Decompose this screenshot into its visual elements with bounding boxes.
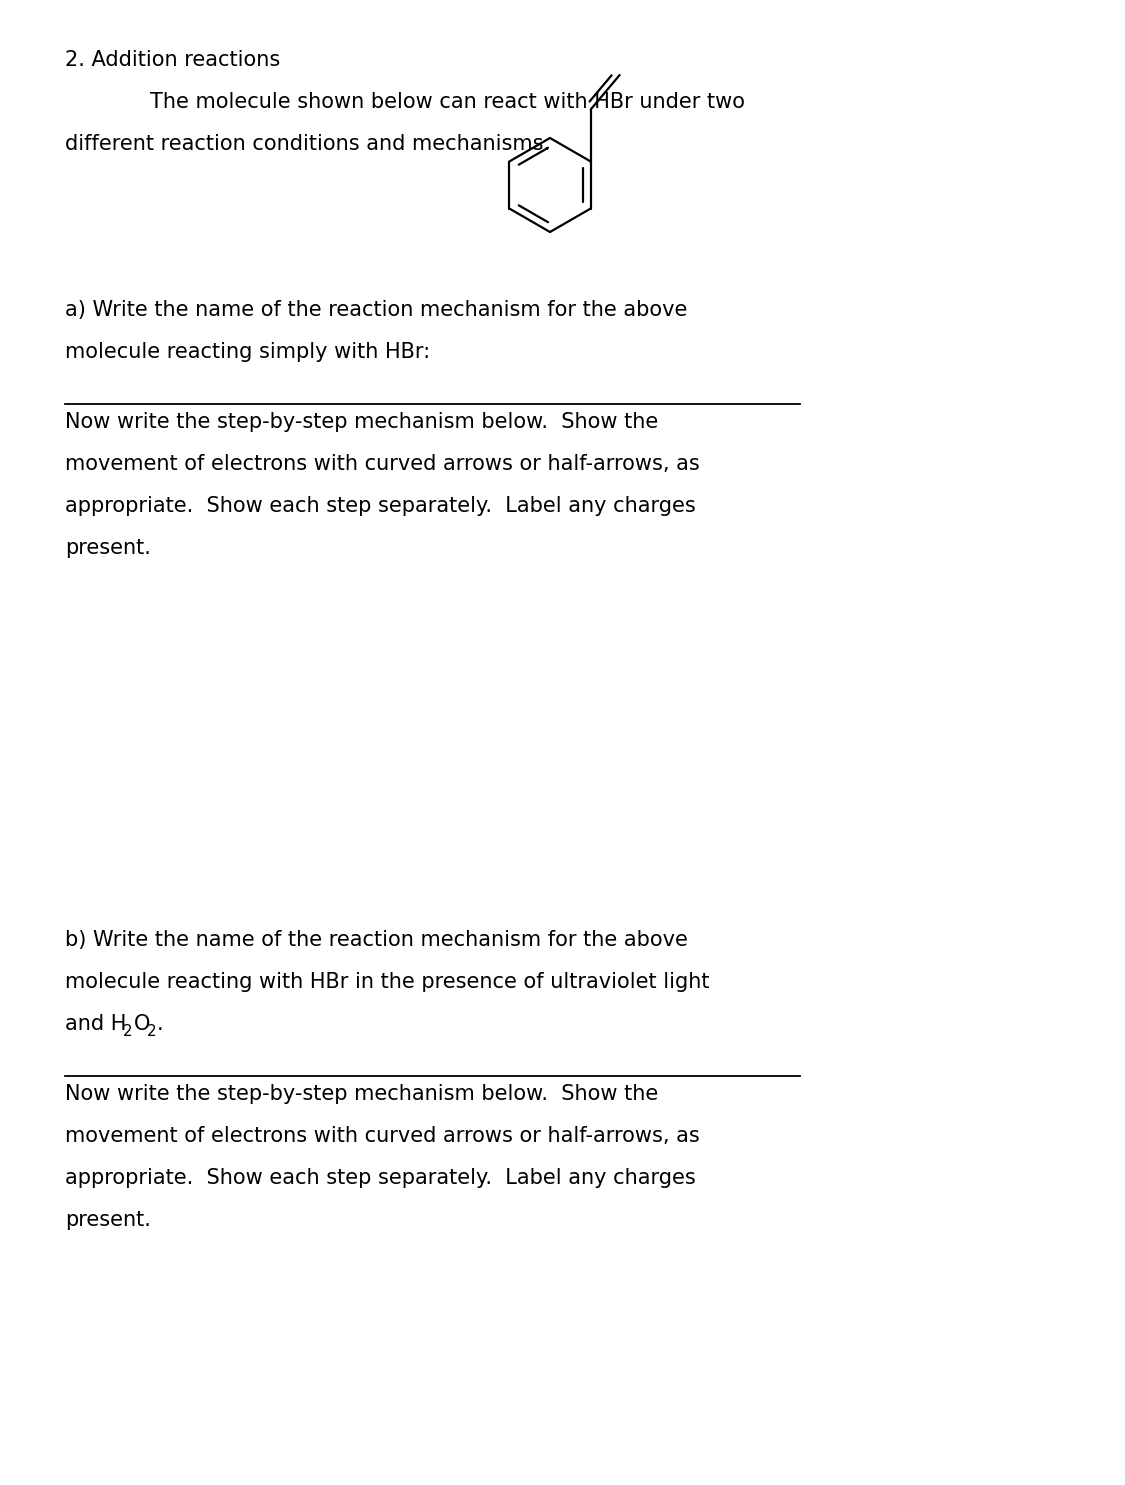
- Text: molecule reacting simply with HBr:: molecule reacting simply with HBr:: [65, 342, 430, 362]
- Text: appropriate.  Show each step separately.  Label any charges: appropriate. Show each step separately. …: [65, 1169, 695, 1188]
- Text: different reaction conditions and mechanisms.: different reaction conditions and mechan…: [65, 134, 550, 154]
- Text: Now write the step-by-step mechanism below.  Show the: Now write the step-by-step mechanism bel…: [65, 1084, 658, 1103]
- Text: 2: 2: [146, 1025, 156, 1039]
- Text: 2: 2: [123, 1025, 132, 1039]
- Text: molecule reacting with HBr in the presence of ultraviolet light: molecule reacting with HBr in the presen…: [65, 973, 710, 992]
- Text: .: .: [156, 1014, 163, 1034]
- Text: O: O: [134, 1014, 151, 1034]
- Text: present.: present.: [65, 538, 151, 558]
- Text: movement of electrons with curved arrows or half-arrows, as: movement of electrons with curved arrows…: [65, 1126, 700, 1146]
- Text: a) Write the name of the reaction mechanism for the above: a) Write the name of the reaction mechan…: [65, 300, 687, 319]
- Text: Now write the step-by-step mechanism below.  Show the: Now write the step-by-step mechanism bel…: [65, 411, 658, 432]
- Text: The molecule shown below can react with HBr under two: The molecule shown below can react with …: [150, 92, 745, 111]
- Text: movement of electrons with curved arrows or half-arrows, as: movement of electrons with curved arrows…: [65, 454, 700, 474]
- Text: appropriate.  Show each step separately.  Label any charges: appropriate. Show each step separately. …: [65, 496, 695, 515]
- Text: 2. Addition reactions: 2. Addition reactions: [65, 50, 280, 70]
- Text: present.: present.: [65, 1210, 151, 1230]
- Text: and H: and H: [65, 1014, 126, 1034]
- Text: b) Write the name of the reaction mechanism for the above: b) Write the name of the reaction mechan…: [65, 930, 687, 950]
